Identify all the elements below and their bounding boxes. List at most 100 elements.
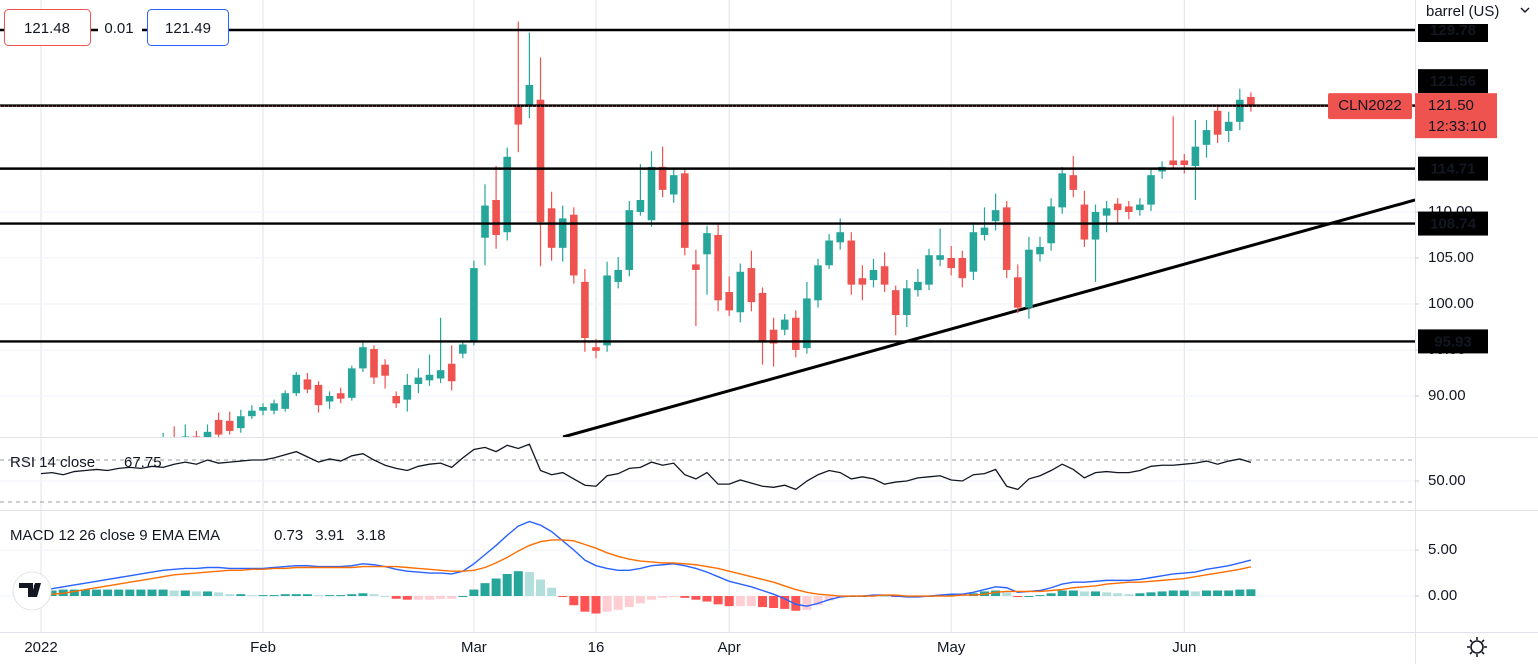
histogram-bar [203,591,212,597]
histogram-bar [591,596,601,614]
y-tick-label: 105.00 [1428,249,1474,266]
histogram-bar [691,596,701,600]
candle-body [336,393,345,399]
histogram-bar [1235,589,1245,597]
symbol-label-bg [1328,93,1412,120]
candle-body [1014,277,1022,308]
buy-box[interactable] [147,9,229,46]
spread: 0.01 [104,20,133,37]
y-tick-label: 100.00 [1428,295,1474,312]
sell-price[interactable]: 121.48 [24,20,70,37]
candle-body [803,298,811,349]
candle-body [1002,207,1011,270]
candle-body [237,416,245,429]
candle-body [1136,204,1144,211]
candle-body [1069,175,1078,190]
pane-title: MACD 12 26 close 9 EMA EMA [10,527,220,544]
candle-body [514,105,523,125]
histogram-bar [1113,593,1123,597]
histogram-bar [647,596,656,600]
candle-body [270,403,278,411]
candle-body [1169,160,1177,166]
histogram-bar [780,596,790,609]
x-tick-label: Feb [250,639,276,656]
candle-body [558,218,567,248]
histogram-bar [92,589,101,597]
settings-teeth [1467,637,1487,657]
histogram-bar [225,594,235,597]
histogram-bar [425,596,434,600]
histogram-bar [1202,590,1211,597]
level-label-bg [1418,69,1488,94]
histogram-bar [735,596,745,607]
histogram-bar [680,596,690,598]
candle-body [436,370,445,379]
histogram-bar [1124,594,1134,597]
candle-body [1091,211,1100,240]
histogram-bar [358,593,368,597]
candle-body [1147,175,1155,205]
candle-body [1080,204,1089,240]
histogram-bar [258,595,268,597]
level-label: 121.56 [1430,73,1476,90]
candle-body [1191,146,1200,166]
candle-body [392,395,400,404]
histogram-bar [1035,595,1045,597]
histogram-bar [314,595,323,597]
last-price-bg [1415,93,1497,139]
candle-body [747,268,756,303]
candle-body [214,419,223,435]
histogram-bar [402,596,412,600]
candle-body [980,227,989,235]
histogram-bar [1079,591,1089,597]
candle-body [880,266,889,285]
histogram-bar [824,596,834,601]
buy-price[interactable]: 121.49 [165,20,211,37]
x-tick-label: May [937,639,966,656]
candle-body [969,232,978,272]
histogram-bar [480,583,490,597]
candle-body [836,232,844,243]
level-label: 114.71 [1430,161,1475,178]
histogram-bar [635,596,645,604]
macd-line [40,520,1252,607]
unit-selector-bg[interactable] [1418,0,1538,24]
candle-body [381,364,389,376]
level-label: 129.78 [1430,22,1476,39]
sell-box[interactable] [4,9,91,46]
histogram-bar [813,596,823,606]
histogram-bar [236,594,246,597]
histogram-bar [713,596,723,605]
candle-body [425,374,434,381]
y-tick-label: 0.00 [1428,587,1457,604]
histogram-bar [1091,591,1100,597]
candle-body [414,377,423,385]
histogram-bar [447,596,457,599]
candle-body [203,431,212,437]
histogram-bar [502,573,512,597]
histogram-bar [991,590,1001,597]
unit-selector[interactable]: barrel (US) [1426,3,1499,20]
candle-body [1180,160,1189,166]
histogram-bar [325,595,335,597]
histogram-bar [1057,590,1067,597]
y-tick-label: 50.00 [1428,472,1466,489]
histogram-bar [1146,592,1156,597]
histogram-bar [158,589,168,597]
candle-body [370,349,378,378]
histogram-bar [1179,590,1189,597]
x-tick-label: Mar [461,639,487,656]
candle-body [281,393,289,409]
candle-body [325,395,334,402]
histogram-bar [1246,589,1256,597]
candle-body [869,269,878,281]
candle-body [636,200,645,212]
level-label-bg [1418,156,1488,181]
pane-value: 3.91 [315,527,344,544]
histogram-bar [114,589,124,597]
candle-body [481,205,489,238]
settings-icon[interactable] [1467,637,1487,657]
candle-body [225,420,234,431]
histogram-bar [524,572,534,597]
